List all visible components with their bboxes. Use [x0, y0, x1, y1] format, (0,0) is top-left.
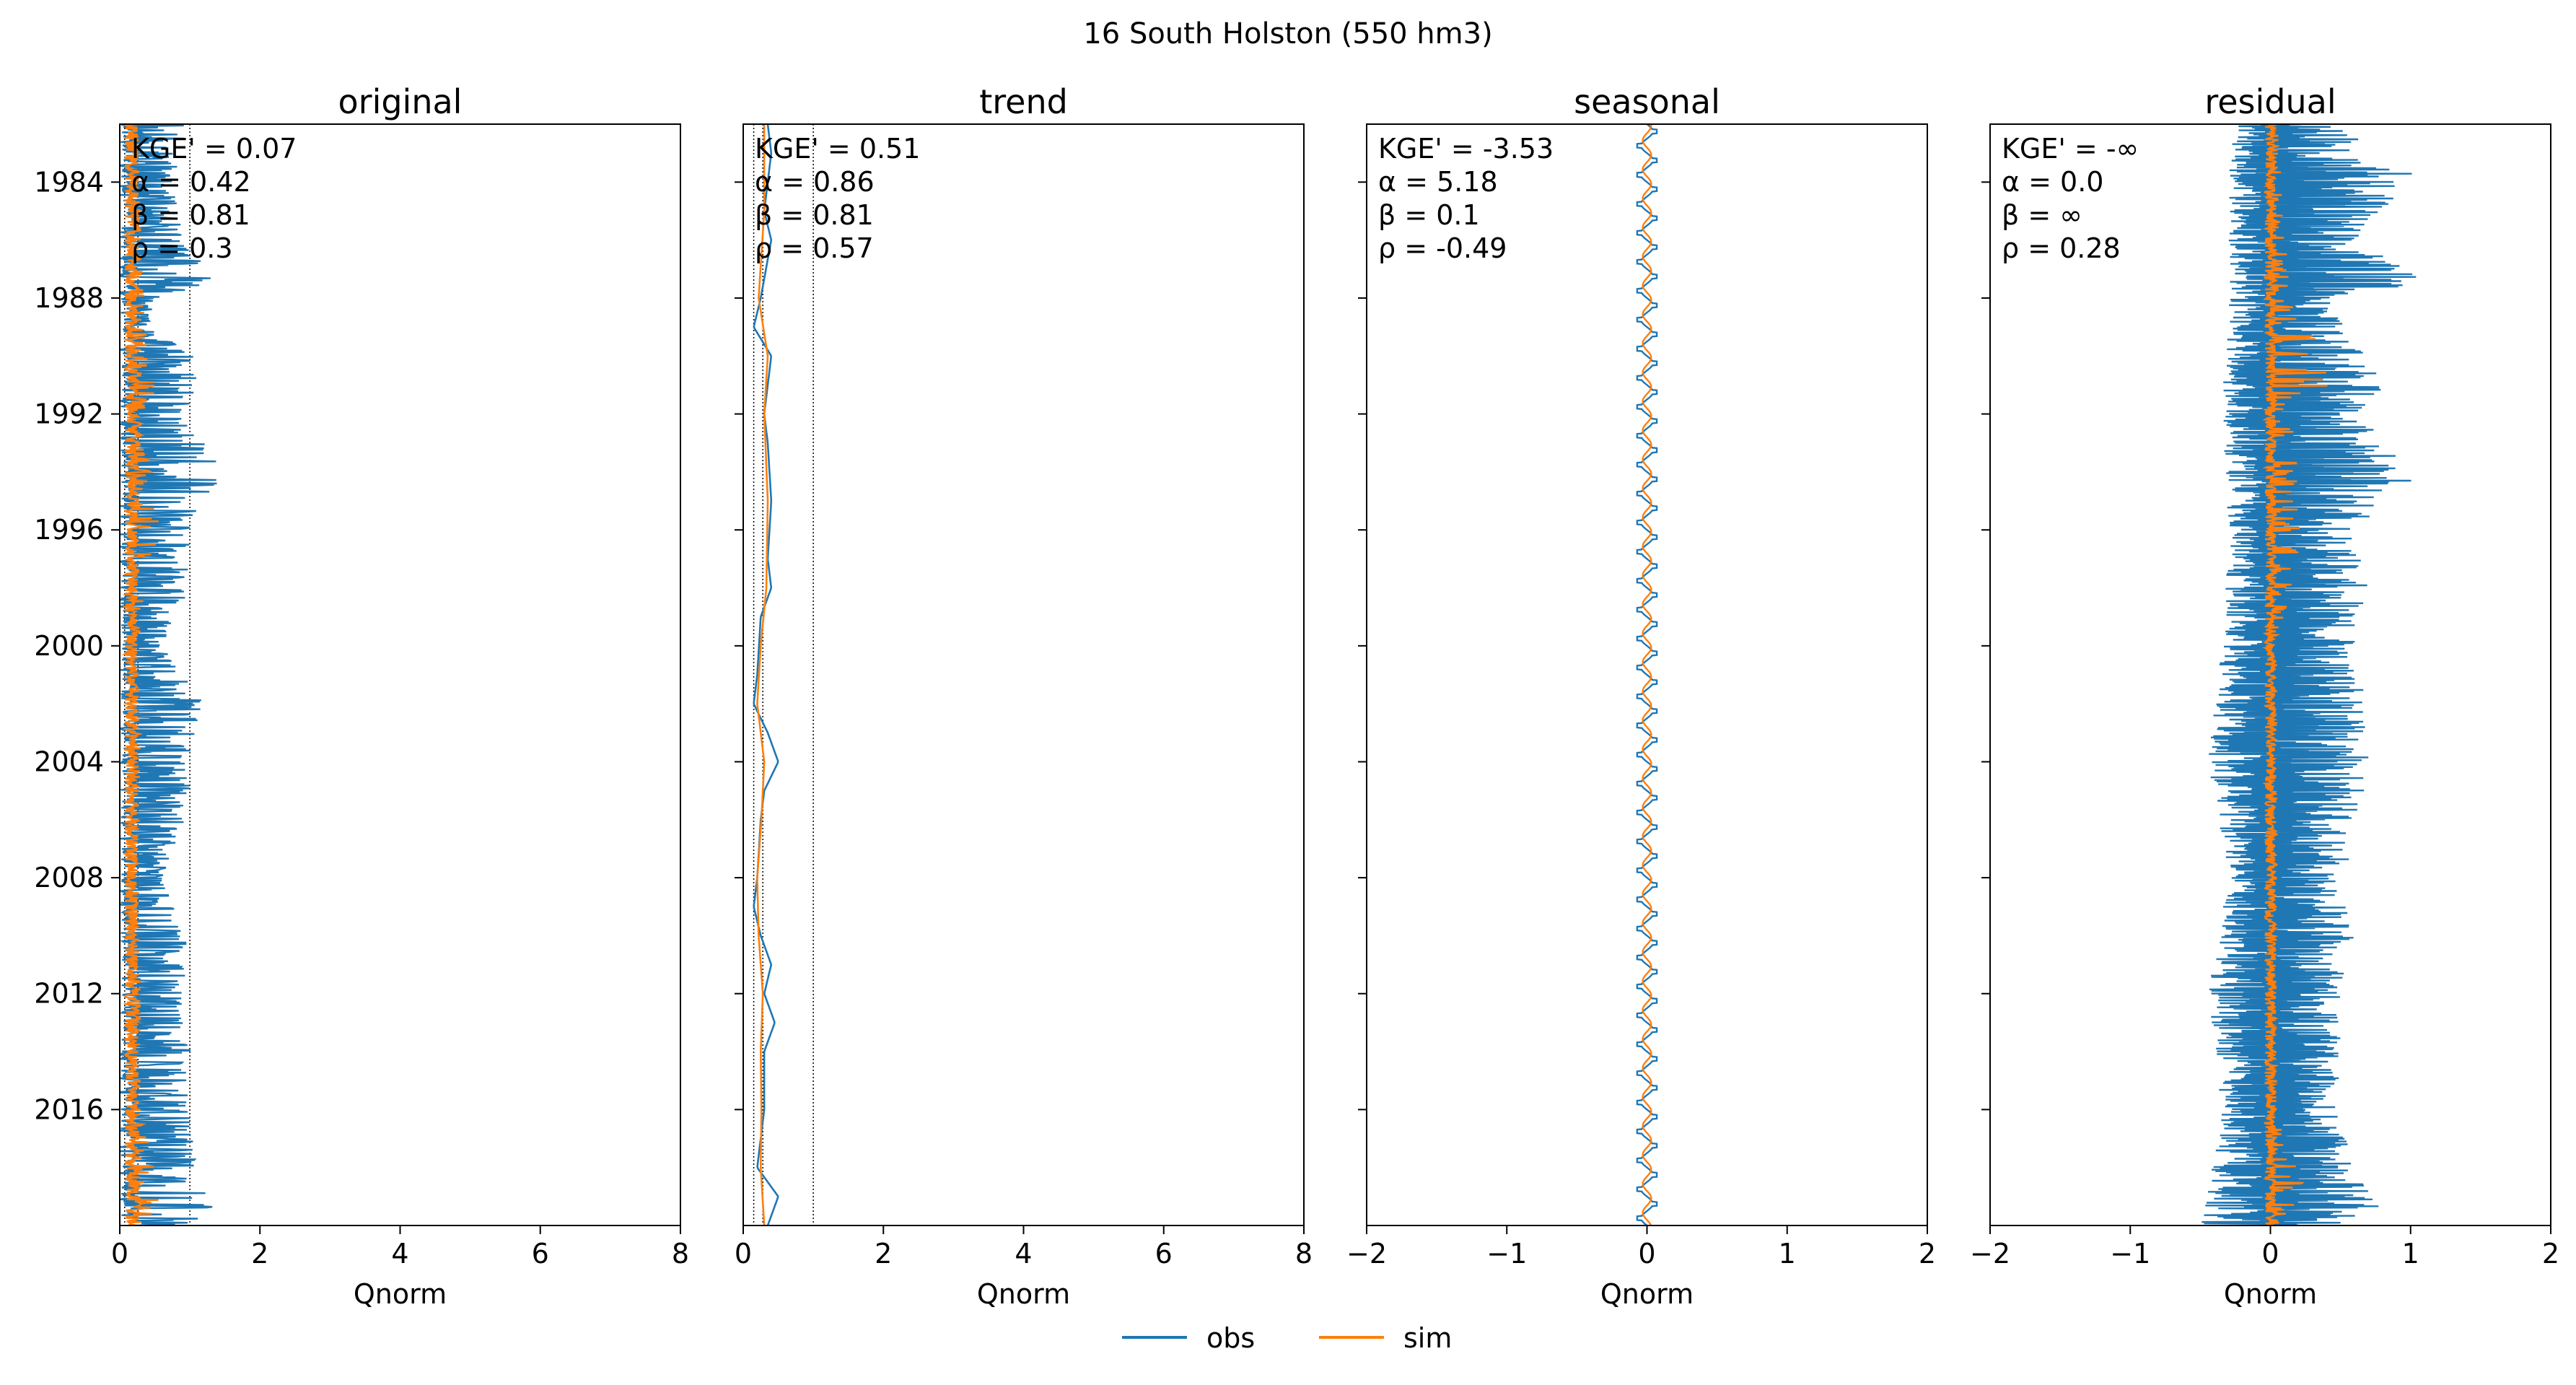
- series-sim: [1642, 124, 1652, 1225]
- x-tick-label: −1: [2110, 1238, 2150, 1270]
- series-sim: [121, 124, 159, 1225]
- legend: obs sim: [1122, 1322, 1452, 1354]
- plot-area-trend: [753, 124, 814, 1225]
- x-tick-label: 1: [1779, 1238, 1796, 1270]
- x-tick-label: 0: [2261, 1238, 2279, 1270]
- x-tick-label: 6: [532, 1238, 549, 1270]
- series-sim: [2261, 124, 2328, 1225]
- metric-annotation: α = 0.86: [755, 166, 875, 198]
- subplot-title: trend: [979, 82, 1068, 121]
- x-axis-label: Qnorm: [1600, 1278, 1694, 1310]
- metric-annotation: α = 5.18: [1378, 166, 1498, 198]
- subplot-title: original: [338, 82, 463, 121]
- x-tick-label: 6: [1155, 1238, 1173, 1270]
- series-obs: [753, 124, 779, 1225]
- x-tick-label: −2: [1970, 1238, 2010, 1270]
- x-tick-label: −1: [1486, 1238, 1527, 1270]
- metric-annotation: ρ = -0.49: [1378, 232, 1507, 264]
- x-tick-label: −2: [1346, 1238, 1387, 1270]
- x-tick-label: 8: [1295, 1238, 1313, 1270]
- y-tick-label: 2012: [34, 978, 104, 1010]
- plot-area-seasonal: [1636, 124, 1658, 1225]
- x-tick-label: 2: [1919, 1238, 1936, 1270]
- x-tick-label: 0: [735, 1238, 752, 1270]
- x-tick-label: 4: [1015, 1238, 1032, 1270]
- metric-annotation: α = 0.0: [2002, 166, 2103, 198]
- metric-annotation: β = ∞: [2002, 199, 2082, 231]
- y-tick-label: 2016: [34, 1093, 104, 1125]
- series-sim: [756, 124, 769, 1225]
- legend-label-obs: obs: [1206, 1322, 1255, 1354]
- metric-annotation: ρ = 0.57: [755, 232, 874, 264]
- plot-area-original: [120, 124, 217, 1225]
- x-tick-label: 2: [251, 1238, 268, 1270]
- metric-annotation: α = 0.42: [131, 166, 251, 198]
- subplot-title: residual: [2204, 82, 2336, 121]
- metric-annotation: β = 0.81: [131, 199, 250, 231]
- y-tick-label: 2004: [34, 746, 104, 777]
- plot-area-residual: [2202, 124, 2417, 1225]
- x-tick-label: 8: [672, 1238, 689, 1270]
- metric-annotation: β = 0.1: [1378, 199, 1480, 231]
- subplot-trend: trend 0 2 4 6 8 Qnorm KGE' = 0.51α = 0.86β = 0.…: [735, 82, 1313, 1310]
- y-tick-label: 1984: [34, 166, 104, 198]
- y-tick-label: 1992: [34, 398, 104, 430]
- x-axis-label: Qnorm: [2224, 1278, 2317, 1310]
- subplot-title: seasonal: [1574, 82, 1720, 121]
- metric-annotation: KGE' = 0.51: [755, 133, 920, 165]
- x-tick-label: 1: [2402, 1238, 2419, 1270]
- x-tick-label: 0: [1638, 1238, 1655, 1270]
- x-tick-label: 4: [391, 1238, 408, 1270]
- axes-frame: [119, 123, 681, 1226]
- metric-annotation: β = 0.81: [755, 199, 874, 231]
- metric-annotation: ρ = 0.28: [2002, 232, 2121, 264]
- y-tick-label: 2000: [34, 630, 104, 662]
- series-obs: [2202, 124, 2417, 1225]
- axes-frame: [742, 123, 1305, 1226]
- series-obs: [1636, 124, 1658, 1225]
- y-tick-label: 1996: [34, 514, 104, 546]
- x-tick-label: 0: [111, 1238, 128, 1270]
- metric-annotation: KGE' = 0.07: [131, 133, 297, 165]
- y-tick-label: 1988: [34, 282, 104, 314]
- metric-annotation: ρ = 0.3: [131, 232, 233, 264]
- x-tick-label: 2: [2542, 1238, 2559, 1270]
- x-axis-label: Qnorm: [354, 1278, 447, 1310]
- figure-title: 16 South Holston (550 hm3): [1083, 17, 1492, 51]
- y-tick-label: 2008: [34, 862, 104, 894]
- subplot-residual: residual −2 −1 0 1 2 Qnorm KGE' = -∞α = 0.0β = …: [1970, 82, 2559, 1310]
- metric-annotation: KGE' = -∞: [2002, 133, 2139, 165]
- x-tick-label: 2: [875, 1238, 892, 1270]
- legend-label-sim: sim: [1403, 1322, 1452, 1354]
- metric-annotation: KGE' = -3.53: [1378, 133, 1554, 165]
- subplot-original: original 0 2 4 6 8 Qnorm 1984 1988 1992 1996 2000 20…: [34, 82, 689, 1310]
- x-axis-label: Qnorm: [977, 1278, 1070, 1310]
- subplot-seasonal: seasonal −2 −1 0 1 2 Qnorm KGE' = -3.53α = 5.18…: [1346, 82, 1936, 1310]
